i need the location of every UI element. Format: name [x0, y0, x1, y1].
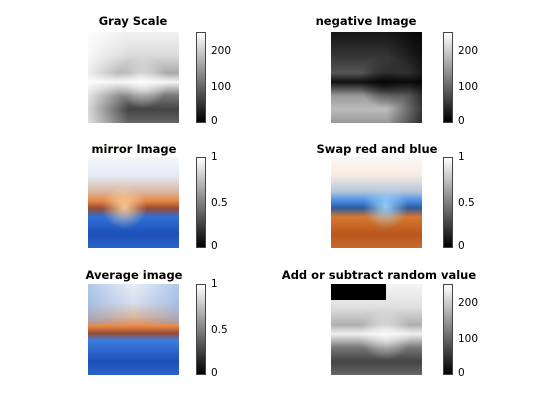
panel-title-average-image: Average image	[85, 268, 183, 282]
panel-title-swap-red-blue: Swap red and blue	[316, 142, 438, 156]
colorbar-tick: 1	[211, 278, 218, 290]
negative-image	[331, 32, 422, 123]
panel-title-negative-image: negative Image	[315, 14, 417, 28]
colorbar-tick: 0.5	[458, 197, 475, 209]
gray-scale-image	[88, 32, 179, 123]
swap-red-blue-image	[331, 157, 422, 248]
colorbar-gray-scale	[196, 32, 206, 123]
colorbar-random-value	[443, 284, 453, 375]
colorbar-mirror-image	[196, 157, 206, 248]
colorbar-negative-image	[443, 32, 453, 123]
colorbar-average-image	[196, 284, 206, 375]
colorbar-tick: 0	[458, 115, 465, 127]
mirror-image	[88, 157, 179, 248]
colorbar-tick: 0	[458, 240, 465, 252]
colorbar-swap-red-blue	[443, 157, 453, 248]
colorbar-tick: 0.5	[211, 324, 228, 336]
colorbar-tick: 0	[458, 367, 465, 379]
colorbar-tick: 100	[458, 333, 479, 345]
colorbar-tick: 100	[458, 81, 479, 93]
colorbar-tick: 1	[458, 151, 465, 163]
colorbar-tick: 0.5	[211, 197, 228, 209]
colorbar-tick: 100	[211, 81, 232, 93]
average-image	[88, 284, 179, 375]
panel-title-gray-scale: Gray Scale	[98, 14, 168, 28]
panel-title-mirror-image: mirror Image	[91, 142, 177, 156]
colorbar-tick: 1	[211, 151, 218, 163]
colorbar-tick: 0	[211, 115, 218, 127]
colorbar-tick: 200	[211, 45, 232, 57]
colorbar-tick: 200	[458, 297, 479, 309]
random-value-image	[331, 284, 422, 375]
colorbar-tick: 0	[211, 240, 218, 252]
colorbar-tick: 200	[458, 45, 479, 57]
panel-title-random-value: Add or subtract random value	[281, 268, 477, 282]
colorbar-tick: 0	[211, 367, 218, 379]
